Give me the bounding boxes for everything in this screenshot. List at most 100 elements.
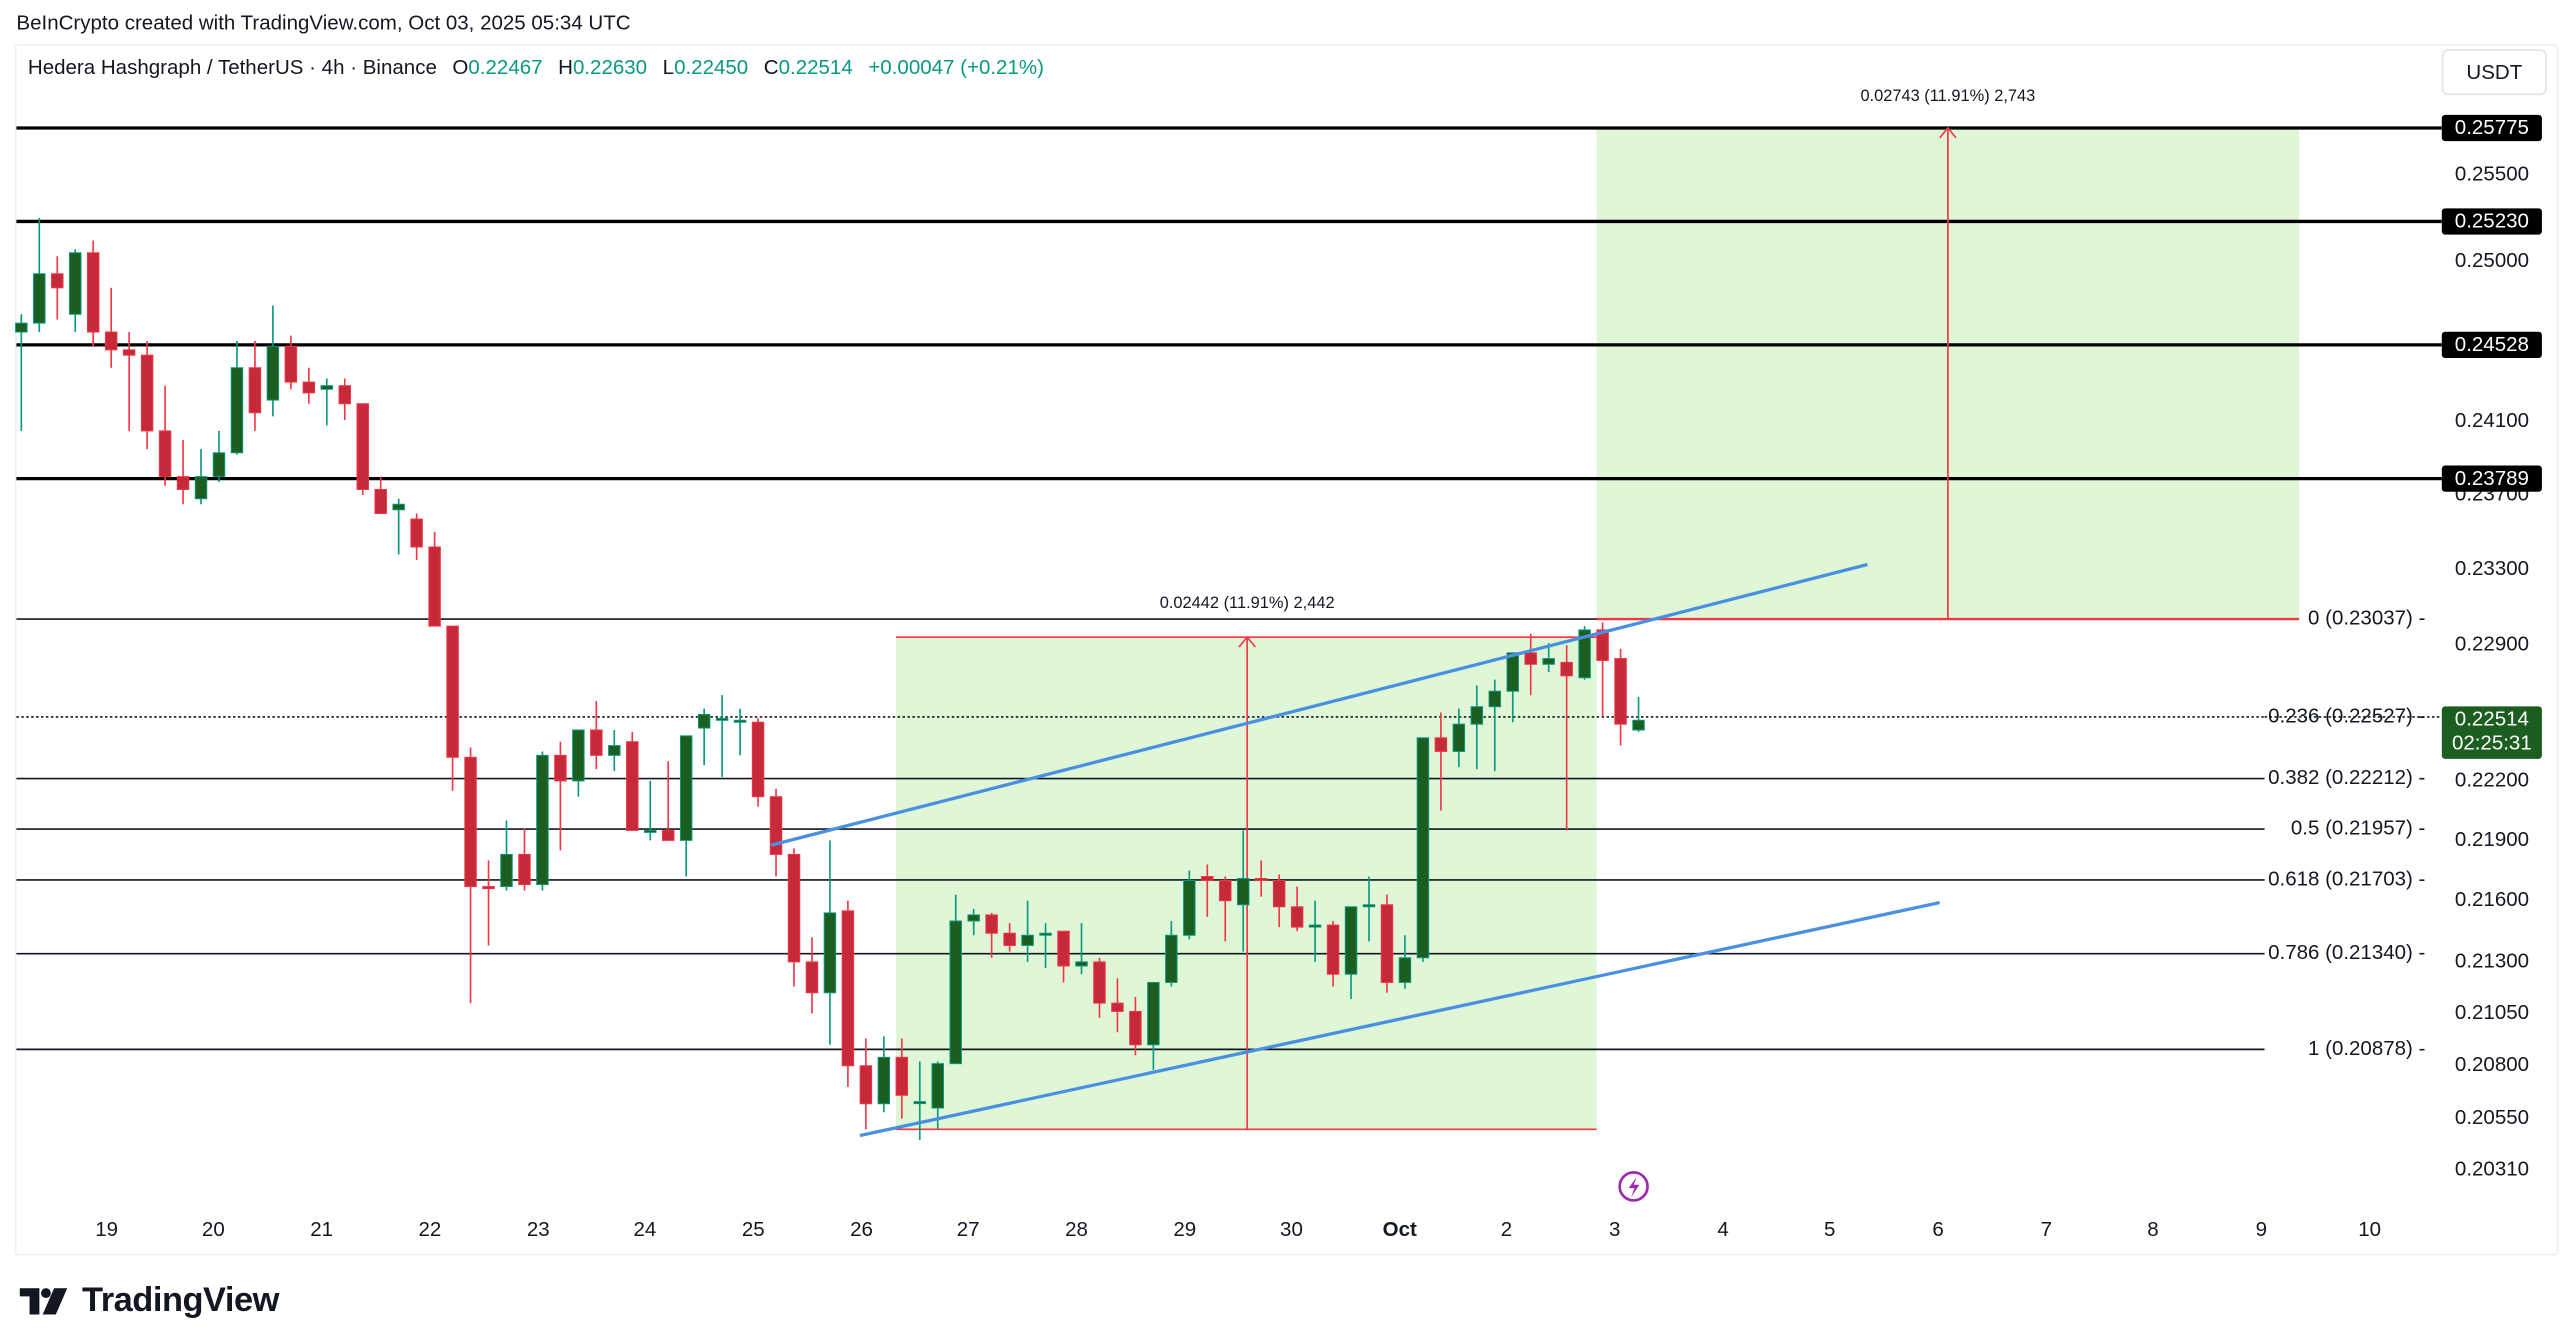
- price-tick-label: 0.21900: [2455, 828, 2529, 851]
- time-tick-label: 10: [2358, 1218, 2381, 1241]
- candle-body: [158, 430, 172, 478]
- candle-body: [1308, 924, 1322, 928]
- candle: [679, 735, 693, 877]
- candle-body: [1632, 719, 1645, 731]
- price-tags: 0.25775 0.25230 0.24528 0.23789 0.2251402:25…: [2441, 114, 2542, 759]
- candle: [1524, 633, 1537, 696]
- candle: [1542, 643, 1555, 672]
- candle-body: [1111, 1002, 1124, 1012]
- level-price-tag: [2441, 331, 2542, 358]
- candle-body: [212, 452, 226, 478]
- candle: [158, 385, 172, 486]
- symbol-title[interactable]: Hedera Hashgraph / TetherUS · 4h · Binan…: [27, 55, 437, 79]
- time-tick-label: 6: [1932, 1218, 1943, 1241]
- price-tick-label: 0.25500: [2455, 162, 2529, 185]
- candle-body: [1578, 629, 1591, 679]
- candle: [572, 729, 585, 797]
- candle-body: [1326, 924, 1340, 975]
- candle: [841, 900, 855, 1087]
- price-tick-label: 0.24100: [2455, 409, 2529, 432]
- candle-body: [69, 252, 82, 315]
- candle-body: [1129, 1010, 1142, 1046]
- candle-body: [769, 796, 783, 855]
- candle: [913, 1061, 927, 1140]
- horizontal-levels[interactable]: [16, 126, 2442, 481]
- candle-body: [661, 829, 675, 841]
- candle: [266, 305, 280, 417]
- candle: [518, 828, 531, 891]
- candle: [1183, 870, 1196, 940]
- candle: [967, 908, 980, 936]
- time-tick-label: 27: [957, 1218, 980, 1241]
- candle-body: [787, 853, 801, 963]
- symbol-header: Hedera Hashgraph / TetherUS · 4h · Binan…: [28, 56, 1044, 79]
- candle-body: [1183, 880, 1196, 936]
- candle-body: [1236, 878, 1250, 906]
- candle: [1111, 978, 1124, 1033]
- candle-body: [1452, 723, 1466, 752]
- candle-body: [536, 754, 549, 886]
- candle: [554, 741, 567, 851]
- candle: [661, 761, 675, 841]
- candle-body: [1470, 706, 1484, 725]
- time-axis[interactable]: 19 20 21 22 23 24 25 26 27 28 29 30 Oct 2 3 4 5 6 7 8 9 10: [95, 1218, 2381, 1241]
- candle: [536, 751, 549, 891]
- time-tick-label: 25: [742, 1218, 765, 1241]
- candle: [859, 1038, 873, 1130]
- candle: [1308, 900, 1322, 962]
- candle-body: [572, 729, 585, 782]
- bar-countdown: 02:25:31: [2452, 732, 2532, 755]
- candle: [1326, 921, 1340, 987]
- candle-body: [1542, 658, 1555, 665]
- price-axis[interactable]: 0.255000.250000.241000.237000.233000.229…: [2455, 162, 2529, 1180]
- level-price-tag: [2441, 465, 2542, 492]
- candle: [1272, 874, 1286, 928]
- event-marker[interactable]: [1618, 1171, 1649, 1202]
- candle-body: [895, 1056, 909, 1096]
- currency-button[interactable]: USDT: [2441, 49, 2547, 96]
- candle: [1344, 906, 1358, 999]
- candle: [302, 367, 316, 404]
- candle: [823, 840, 837, 1045]
- channel-lower-trendline[interactable]: [859, 900, 1941, 1138]
- candle: [1434, 712, 1448, 811]
- candle-body: [1398, 957, 1412, 983]
- candle: [464, 747, 477, 1004]
- level-price-tag-text: 0.25230: [2455, 210, 2529, 233]
- channel-trendlines[interactable]: [770, 562, 1941, 1138]
- candle-body: [715, 717, 729, 721]
- candle-body: [248, 367, 262, 414]
- candle: [86, 240, 100, 347]
- candle-body: [859, 1065, 873, 1105]
- candle-body: [1057, 930, 1070, 967]
- measure-label-target: 0.02743 (11.91%) 2,743: [1860, 87, 2035, 105]
- level-price-tag-text: 0.23789: [2455, 467, 2529, 490]
- candle-body: [356, 403, 369, 490]
- high-label: H: [558, 55, 573, 79]
- candle: [1452, 708, 1466, 768]
- level-price-tag: [2441, 208, 2542, 235]
- candle: [1147, 981, 1160, 1070]
- time-tick-label: 9: [2256, 1218, 2267, 1241]
- candle: [140, 340, 154, 450]
- candle-body: [1290, 906, 1304, 928]
- candle: [374, 476, 387, 514]
- candle-body: [446, 625, 459, 758]
- fibonacci-retracement[interactable]: 0 (0.23037) - 0.236 (0.22527) - 0.382 (0.2…: [16, 606, 2442, 1060]
- price-tick-label: 0.20310: [2455, 1157, 2529, 1180]
- candle: [1039, 923, 1052, 969]
- candle-body: [644, 829, 657, 833]
- candle-body: [805, 961, 819, 994]
- time-tick-label: 8: [2147, 1218, 2158, 1241]
- candle-body: [1219, 880, 1232, 902]
- channel-upper-trendline[interactable]: [770, 562, 1868, 847]
- time-tick-label: 21: [310, 1218, 333, 1241]
- tradingview-logo[interactable]: TradingView: [19, 1282, 279, 1321]
- time-tick-label: 30: [1280, 1218, 1303, 1241]
- candle-body: [1075, 961, 1088, 967]
- current-price-value: 0.22514: [2455, 708, 2529, 731]
- candle: [392, 498, 405, 555]
- candle-body: [104, 331, 118, 351]
